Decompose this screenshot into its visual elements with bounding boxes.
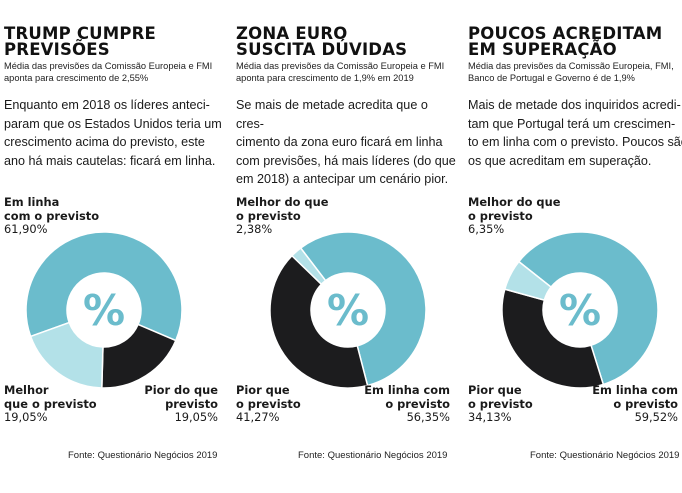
label-name: Em linha com o previsto [364,383,450,411]
body-line: to em linha com o previsto. Poucos são [468,135,682,150]
source-note: Fonte: Questionário Negócios 2019 [530,450,680,461]
body-line: Se mais de metade acredita que o cres- [236,98,428,131]
source-note: Fonte: Questionário Negócios 2019 [298,450,448,461]
donut-slice-3 [290,246,327,286]
donut-slice-1 [25,231,183,342]
subtitle-line-2: Banco de Portugal e Governo é de 1,9% [468,73,635,83]
title-line-1: POUCOS ACREDITAM [468,24,663,43]
label-name: Em linha com o previsto [4,195,100,223]
donut-chart-eurozone: % [269,231,427,389]
percent-symbol: % [559,286,601,335]
donut-chart-us: % [25,231,183,389]
body-line: ano há mais cautelas: ficará em linha. [4,153,216,168]
donut-slice-1 [299,231,427,387]
source-note: Fonte: Questionário Negócios 2019 [68,450,218,461]
body-line: os que acreditam em superação. [468,153,652,168]
label-em-linha: Em linha com o previsto 59,52% [568,383,678,425]
donut-slice-1 [517,231,659,386]
label-em-linha: Em linha com o previsto 61,90% [4,195,100,237]
label-value: 56,35% [406,410,450,424]
label-pior: Pior que o previsto 34,13% [468,383,533,425]
percent-symbol: % [327,286,369,335]
panel-title: TRUMP CUMPRE PREVISÕES [4,24,226,59]
body-line: em 2018) a antecipar um cenário pior. [236,172,449,187]
donut-chart-portugal: % [501,231,659,389]
panel-portugal: POUCOS ACREDITAM EM SUPERAÇÃO Média das … [468,0,682,493]
subtitle-line-2: aponta para crescimento de 1,9% em 2019 [236,73,414,83]
percent-symbol: % [83,286,125,335]
body-line: com previsões, há mais líderes (do que [236,153,456,168]
label-value: 19,05% [4,410,48,424]
subtitle-line-2: aponta para crescimento de 2,55% [4,73,149,83]
label-name: Melhor que o previsto [4,383,97,411]
label-melhor: Melhor do que o previsto 2,38% [236,195,329,237]
label-name: Melhor do que o previsto [468,195,561,223]
label-melhor: Melhor que o previsto 19,05% [4,383,97,425]
panel-body-text: Se mais de metade acredita que o cres- c… [236,96,458,189]
label-value: 2,38% [236,222,273,236]
subtitle-line-1: Média das previsões da Comissão Europeia… [468,61,674,71]
title-line-2: PREVISÕES [4,40,110,59]
title-line-2: EM SUPERAÇÃO [468,40,617,59]
body-line: param que os Estados Unidos teria um [4,116,222,131]
label-value: 34,13% [468,410,512,424]
body-line: crescimento acima do previsto, este [4,135,205,150]
subtitle-line-1: Média das previsões da Comissão Europeia… [4,61,213,71]
panel-eurozone: ZONA EURO SUSCITA DÚVIDAS Média das prev… [236,0,458,493]
label-pior: Pior que o previsto 41,27% [236,383,301,425]
panel-body-text: Mais de metade dos inquiridos acredi- ta… [468,96,682,170]
donut-slice-3 [503,260,553,302]
label-value: 61,90% [4,222,48,236]
panel-title: POUCOS ACREDITAM EM SUPERAÇÃO [468,24,682,59]
panel-title: ZONA EURO SUSCITA DÚVIDAS [236,24,458,59]
title-line-1: TRUMP CUMPRE [4,24,157,43]
label-value: 19,05% [174,410,218,424]
body-line: Mais de metade dos inquiridos acredi- [468,98,681,112]
body-line: tam que Portugal terá um crescimen- [468,116,676,131]
label-em-linha: Em linha com o previsto 56,35% [346,383,450,425]
panel-body-text: Enquanto em 2018 os líderes anteci- para… [4,96,226,170]
label-melhor: Melhor do que o previsto 6,35% [468,195,561,237]
panel-subtitle: Média das previsões da Comissão Europeia… [236,60,458,84]
body-line: cimento da zona euro ficará em linha [236,135,443,150]
body-line: Enquanto em 2018 os líderes anteci- [4,98,210,112]
panel-subtitle: Média das previsões da Comissão Europeia… [468,60,682,84]
donut-slice-3 [29,321,104,389]
label-name: Pior que o previsto [236,383,301,411]
label-value: 41,27% [236,410,280,424]
donut-slice-2 [501,288,605,389]
label-value: 6,35% [468,222,505,236]
panel-subtitle: Média das previsões da Comissão Europeia… [4,60,226,84]
title-line-1: ZONA EURO [236,24,348,43]
subtitle-line-1: Média das previsões da Comissão Europeia… [236,61,445,71]
label-name: Melhor do que o previsto [236,195,329,223]
donut-slice-2 [269,254,369,389]
title-line-2: SUSCITA DÚVIDAS [236,40,408,59]
panel-us: TRUMP CUMPRE PREVISÕES Média das previsõ… [4,0,226,493]
label-name: Pior do que previsto [144,383,218,411]
label-name: Em linha com o previsto [592,383,678,411]
label-value: 59,52% [634,410,678,424]
label-pior: Pior do que previsto 19,05% [114,383,218,425]
label-name: Pior que o previsto [468,383,533,411]
